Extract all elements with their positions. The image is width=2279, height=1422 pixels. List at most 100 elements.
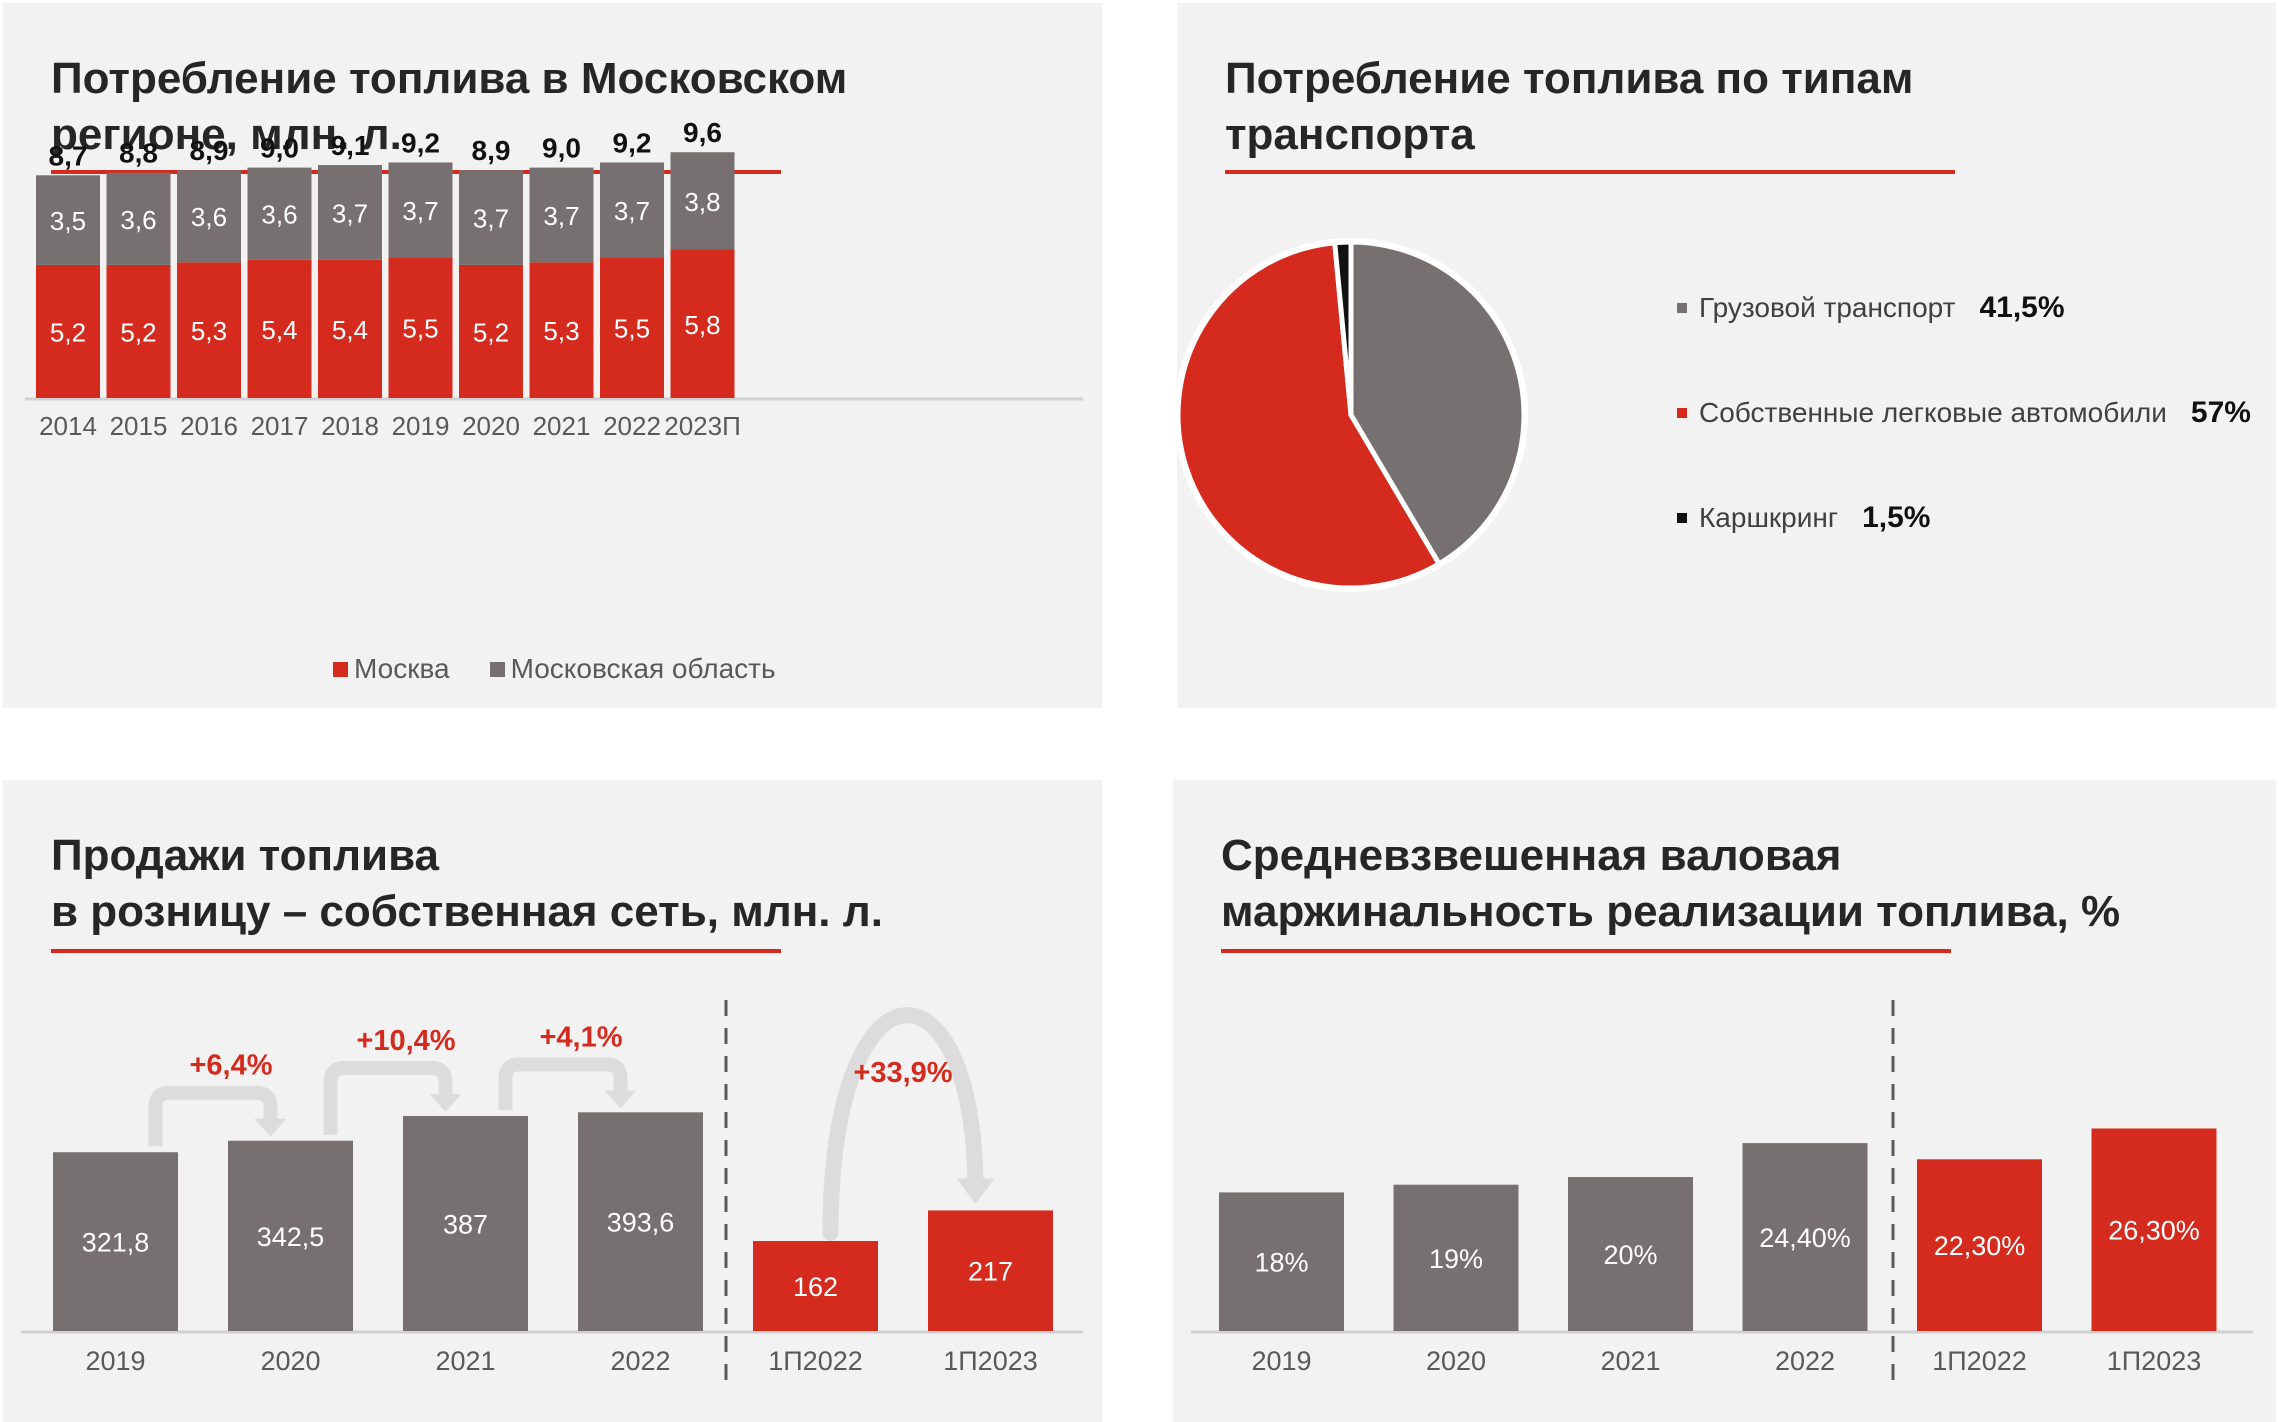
chart-title: Средневзвешенная валовая маржинальность … <box>1221 831 2121 936</box>
data-label: 217 <box>968 1257 1013 1287</box>
x-tick-label: 2019 <box>85 1346 145 1376</box>
bar <box>228 1140 353 1331</box>
data-label-region: 3,7 <box>473 204 509 234</box>
bar <box>1219 1192 1344 1331</box>
title-underline <box>1221 949 1951 953</box>
x-tick-label: 2022 <box>610 1346 670 1376</box>
data-label-region: 3,6 <box>191 202 227 232</box>
legend-label-moscow: Москва <box>354 653 450 684</box>
legend-swatch-region <box>489 661 505 677</box>
bar-moscow <box>388 257 453 398</box>
legend-value: 57% <box>2190 396 2251 429</box>
title-underline <box>51 949 781 953</box>
growth-label: +10,4% <box>356 1025 455 1057</box>
growth-arrow <box>498 1057 628 1110</box>
bar <box>2091 1128 2217 1331</box>
growth-arrow-head <box>254 1118 287 1137</box>
data-label-region: 3,7 <box>543 201 579 231</box>
total-label: 9,6 <box>683 117 722 148</box>
x-tick-label: 1П2022 <box>768 1346 863 1376</box>
legend-label: Собственные легковые автомобили <box>1699 397 2167 428</box>
data-label: 22,30% <box>1934 1231 2026 1261</box>
bar-moscow <box>459 264 523 398</box>
bar-moscow <box>600 257 664 398</box>
bar <box>403 1115 528 1331</box>
pie-legend-item-trucks: Грузовой транспорт 41,5% <box>1677 291 2065 325</box>
x-tick-label: 2019 <box>392 411 450 441</box>
pie-slice-1 <box>1177 240 1442 591</box>
total-label: 9,0 <box>542 133 581 164</box>
total-label: 8,9 <box>472 135 511 166</box>
pie-slice-2 <box>1332 239 1354 418</box>
data-label: 321,8 <box>82 1228 150 1258</box>
bar <box>1568 1177 1693 1331</box>
data-label: 393,6 <box>607 1208 675 1238</box>
data-label: 342,5 <box>257 1222 325 1252</box>
bar <box>1917 1159 2042 1331</box>
legend-marker <box>1677 513 1687 523</box>
bar-moscow-region <box>177 170 241 263</box>
data-label-moscow: 5,2 <box>473 317 509 347</box>
bar <box>1393 1184 1519 1331</box>
data-label-moscow: 5,5 <box>402 314 438 344</box>
data-label: 18% <box>1254 1248 1308 1278</box>
retail-sales-panel: Продажи топлива в розницу – собственная … <box>3 780 1102 1422</box>
x-tick-label: 2015 <box>110 411 168 441</box>
bar <box>928 1210 1053 1331</box>
growth-arrow-head <box>604 1090 637 1109</box>
data-label-region: 3,7 <box>332 198 368 228</box>
data-label-moscow: 5,8 <box>684 310 720 340</box>
data-label-region: 3,6 <box>261 200 297 230</box>
legend-value: 41,5% <box>1979 291 2065 324</box>
legend-swatch-moscow <box>333 661 348 677</box>
x-tick-label: 1П2023 <box>2107 1346 2202 1376</box>
bar <box>578 1112 703 1331</box>
data-label-region: 3,6 <box>120 205 156 235</box>
x-tick-label: 2020 <box>462 411 520 441</box>
legend-marker <box>1677 408 1687 418</box>
bar-moscow-region <box>459 170 523 265</box>
total-label: 9,0 <box>260 133 299 164</box>
bar-moscow <box>529 262 594 398</box>
gross-margin-bar-chart: 18% 2019 19% 2020 20% 2021 24,40% 2022 22,30% 1П2… <box>1191 1000 2253 1380</box>
bar-moscow <box>36 264 100 398</box>
legend-label: Грузовой транспорт <box>1699 292 1956 323</box>
total-label: 9,2 <box>401 127 440 158</box>
bar-moscow-region <box>247 167 312 260</box>
bar-moscow-region <box>670 152 735 250</box>
x-tick-label: 2016 <box>180 411 238 441</box>
x-tick-label: 2021 <box>533 411 591 441</box>
total-label: 9,2 <box>613 127 652 158</box>
stacked-bar-chart: 5,2 3,5 8,7 2014 5,2 3,6 8,8 2015 5,3 3,6 8,9 2016 5… <box>25 117 1083 441</box>
total-label: 8,7 <box>49 140 88 171</box>
total-label: 8,9 <box>190 135 229 166</box>
growth-label: +33,9% <box>853 1057 952 1089</box>
data-label-moscow: 5,3 <box>191 316 227 346</box>
fuel-by-transport-panel: Потребление топлива по типам транспорта … <box>1177 3 2276 708</box>
x-tick-label: 2022 <box>603 411 661 441</box>
total-label: 9,1 <box>331 130 370 161</box>
legend: Москва Московская область <box>333 653 776 685</box>
x-tick-label: 2020 <box>260 1346 320 1376</box>
data-label-moscow: 5,2 <box>50 317 86 347</box>
x-tick-label: 2023П <box>664 411 741 441</box>
data-label: 387 <box>443 1209 488 1239</box>
x-tick-label: 2021 <box>435 1346 495 1376</box>
x-tick-label: 2020 <box>1426 1346 1486 1376</box>
total-label: 8,8 <box>119 138 158 169</box>
growth-label: +4,1% <box>539 1021 622 1053</box>
retail-sales-bar-chart: 321,8 2019 342,5 2020 387 2021 393,6 2022 162 1П2… <box>21 1000 1083 1380</box>
x-tick-label: 2019 <box>1251 1346 1311 1376</box>
legend-value: 1,5% <box>1862 501 1931 534</box>
bar-moscow <box>177 262 241 398</box>
legend-marker <box>1677 303 1687 313</box>
chart-title: Продажи топлива в розницу – собственная … <box>51 831 883 936</box>
fuel-consumption-moscow-panel: Потребление топлива в Московском регионе… <box>3 3 1102 708</box>
bar-moscow <box>247 259 312 398</box>
pie-chart <box>1177 238 1528 592</box>
growth-arrow <box>323 1060 453 1135</box>
data-label: 24,40% <box>1759 1223 1851 1253</box>
data-label-moscow: 5,3 <box>543 316 579 346</box>
bar-moscow-region <box>36 175 100 265</box>
x-tick-label: 1П2023 <box>943 1346 1038 1376</box>
